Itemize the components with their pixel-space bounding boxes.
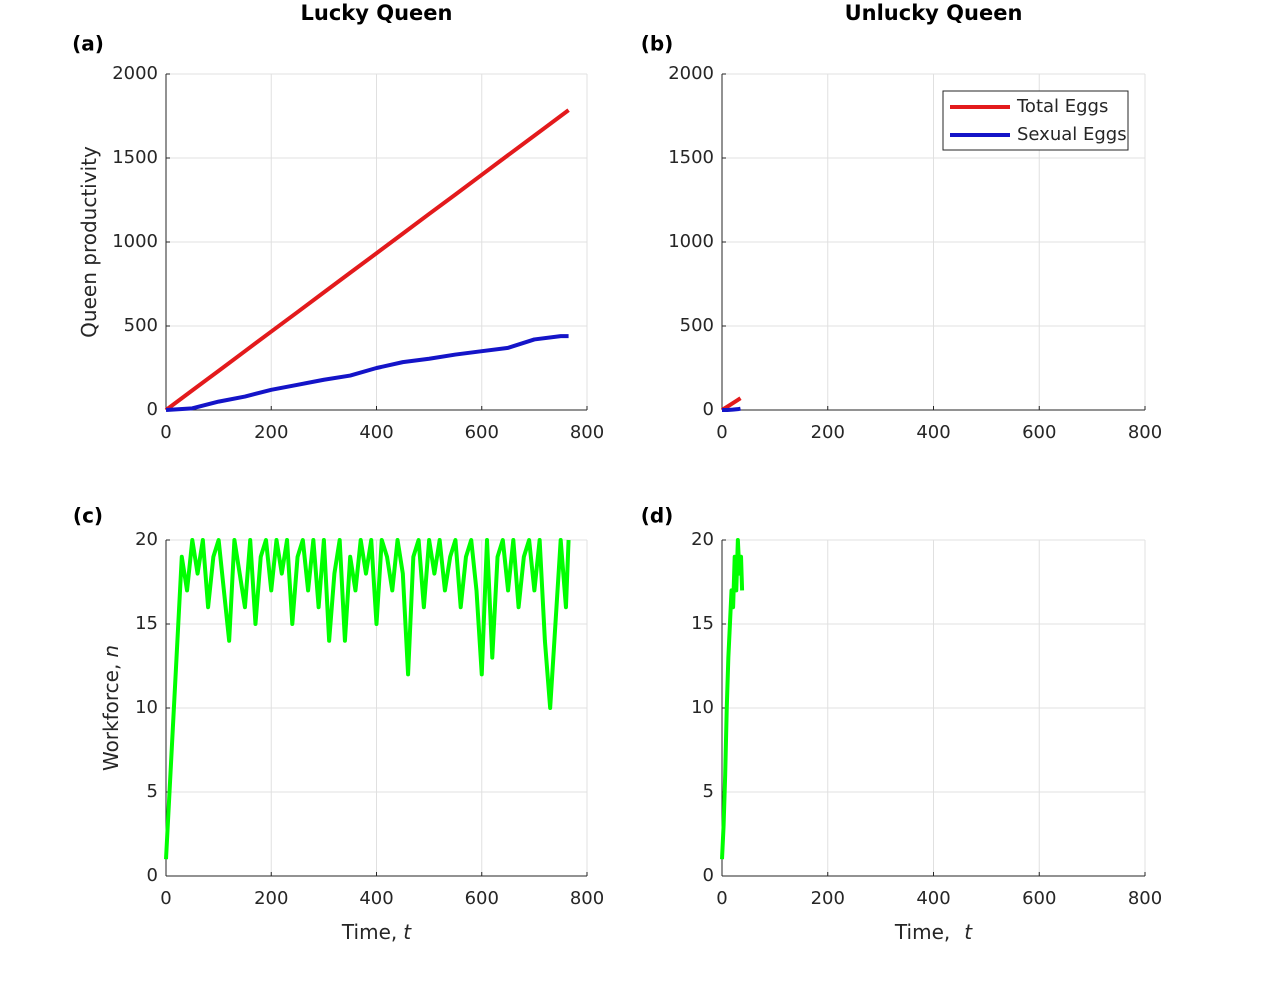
y-axis-label: Queen productivity bbox=[77, 146, 101, 338]
y-tick-label: 0 bbox=[147, 399, 158, 420]
legend-label: Sexual Eggs bbox=[1017, 124, 1127, 145]
x-axis-label: Time, t bbox=[894, 920, 973, 944]
y-axis-label-text: Workforce, bbox=[99, 664, 123, 771]
y-tick-label: 1000 bbox=[112, 231, 158, 252]
x-tick-label: 0 bbox=[716, 422, 727, 443]
x-tick-label: 800 bbox=[1128, 422, 1162, 443]
y-tick-label: 2000 bbox=[112, 63, 158, 84]
y-tick-label: 5 bbox=[703, 781, 714, 802]
x-tick-label: 200 bbox=[254, 422, 288, 443]
y-tick-label: 1000 bbox=[668, 231, 714, 252]
x-tick-label: 600 bbox=[1022, 422, 1056, 443]
data-line bbox=[164, 538, 571, 860]
data-line bbox=[722, 406, 741, 412]
x-tick-label: 800 bbox=[1128, 888, 1162, 909]
x-tick-label: 200 bbox=[254, 888, 288, 909]
x-tick-label: 200 bbox=[811, 422, 845, 443]
legend-label: Total Eggs bbox=[1016, 96, 1108, 117]
y-axis-label: Workforce, n bbox=[99, 645, 123, 771]
panel-label: (c) bbox=[73, 504, 103, 528]
y-tick-label: 0 bbox=[703, 865, 714, 886]
data-line bbox=[164, 108, 570, 412]
y-tick-label: 5 bbox=[147, 781, 158, 802]
y-tick-label: 500 bbox=[680, 315, 714, 336]
x-axis-label-var: t bbox=[403, 920, 412, 944]
panel-label: (b) bbox=[641, 32, 674, 56]
y-tick-label: 0 bbox=[703, 399, 714, 420]
y-axis-label-var: n bbox=[99, 645, 123, 658]
x-tick-label: 600 bbox=[1022, 888, 1056, 909]
x-tick-label: 400 bbox=[359, 888, 393, 909]
data-line bbox=[165, 334, 569, 412]
y-tick-label: 20 bbox=[691, 529, 714, 550]
x-axis-label-text: Time, bbox=[341, 920, 397, 944]
y-tick-label: 1500 bbox=[668, 147, 714, 168]
data-line bbox=[720, 396, 742, 412]
x-tick-label: 600 bbox=[465, 888, 499, 909]
panel-label: (a) bbox=[72, 32, 104, 56]
y-tick-label: 500 bbox=[124, 315, 158, 336]
x-tick-label: 0 bbox=[716, 888, 727, 909]
x-tick-label: 0 bbox=[160, 888, 171, 909]
x-tick-label: 800 bbox=[570, 888, 604, 909]
y-tick-label: 20 bbox=[135, 529, 158, 550]
x-tick-label: 400 bbox=[359, 422, 393, 443]
y-tick-label: 15 bbox=[135, 613, 158, 634]
y-tick-label: 2000 bbox=[668, 63, 714, 84]
panel-title: Lucky Queen bbox=[301, 1, 453, 25]
y-axis-label-text: Queen productivity bbox=[77, 146, 101, 338]
x-axis-label-text: Time, bbox=[894, 920, 950, 944]
y-tick-label: 15 bbox=[691, 613, 714, 634]
x-tick-label: 400 bbox=[916, 888, 950, 909]
y-tick-label: 10 bbox=[691, 697, 714, 718]
y-tick-label: 10 bbox=[135, 697, 158, 718]
legend-box bbox=[942, 90, 1129, 151]
data-line bbox=[720, 538, 745, 860]
x-tick-label: 200 bbox=[811, 888, 845, 909]
panel-label: (d) bbox=[641, 504, 674, 528]
x-tick-label: 0 bbox=[160, 422, 171, 443]
x-axis-label: Time, t bbox=[341, 920, 412, 944]
x-axis-label-var: t bbox=[964, 920, 973, 944]
x-tick-label: 600 bbox=[465, 422, 499, 443]
panel-title: Unlucky Queen bbox=[845, 1, 1023, 25]
y-tick-label: 1500 bbox=[112, 147, 158, 168]
y-tick-label: 0 bbox=[147, 865, 158, 886]
x-tick-label: 800 bbox=[570, 422, 604, 443]
x-tick-label: 400 bbox=[916, 422, 950, 443]
